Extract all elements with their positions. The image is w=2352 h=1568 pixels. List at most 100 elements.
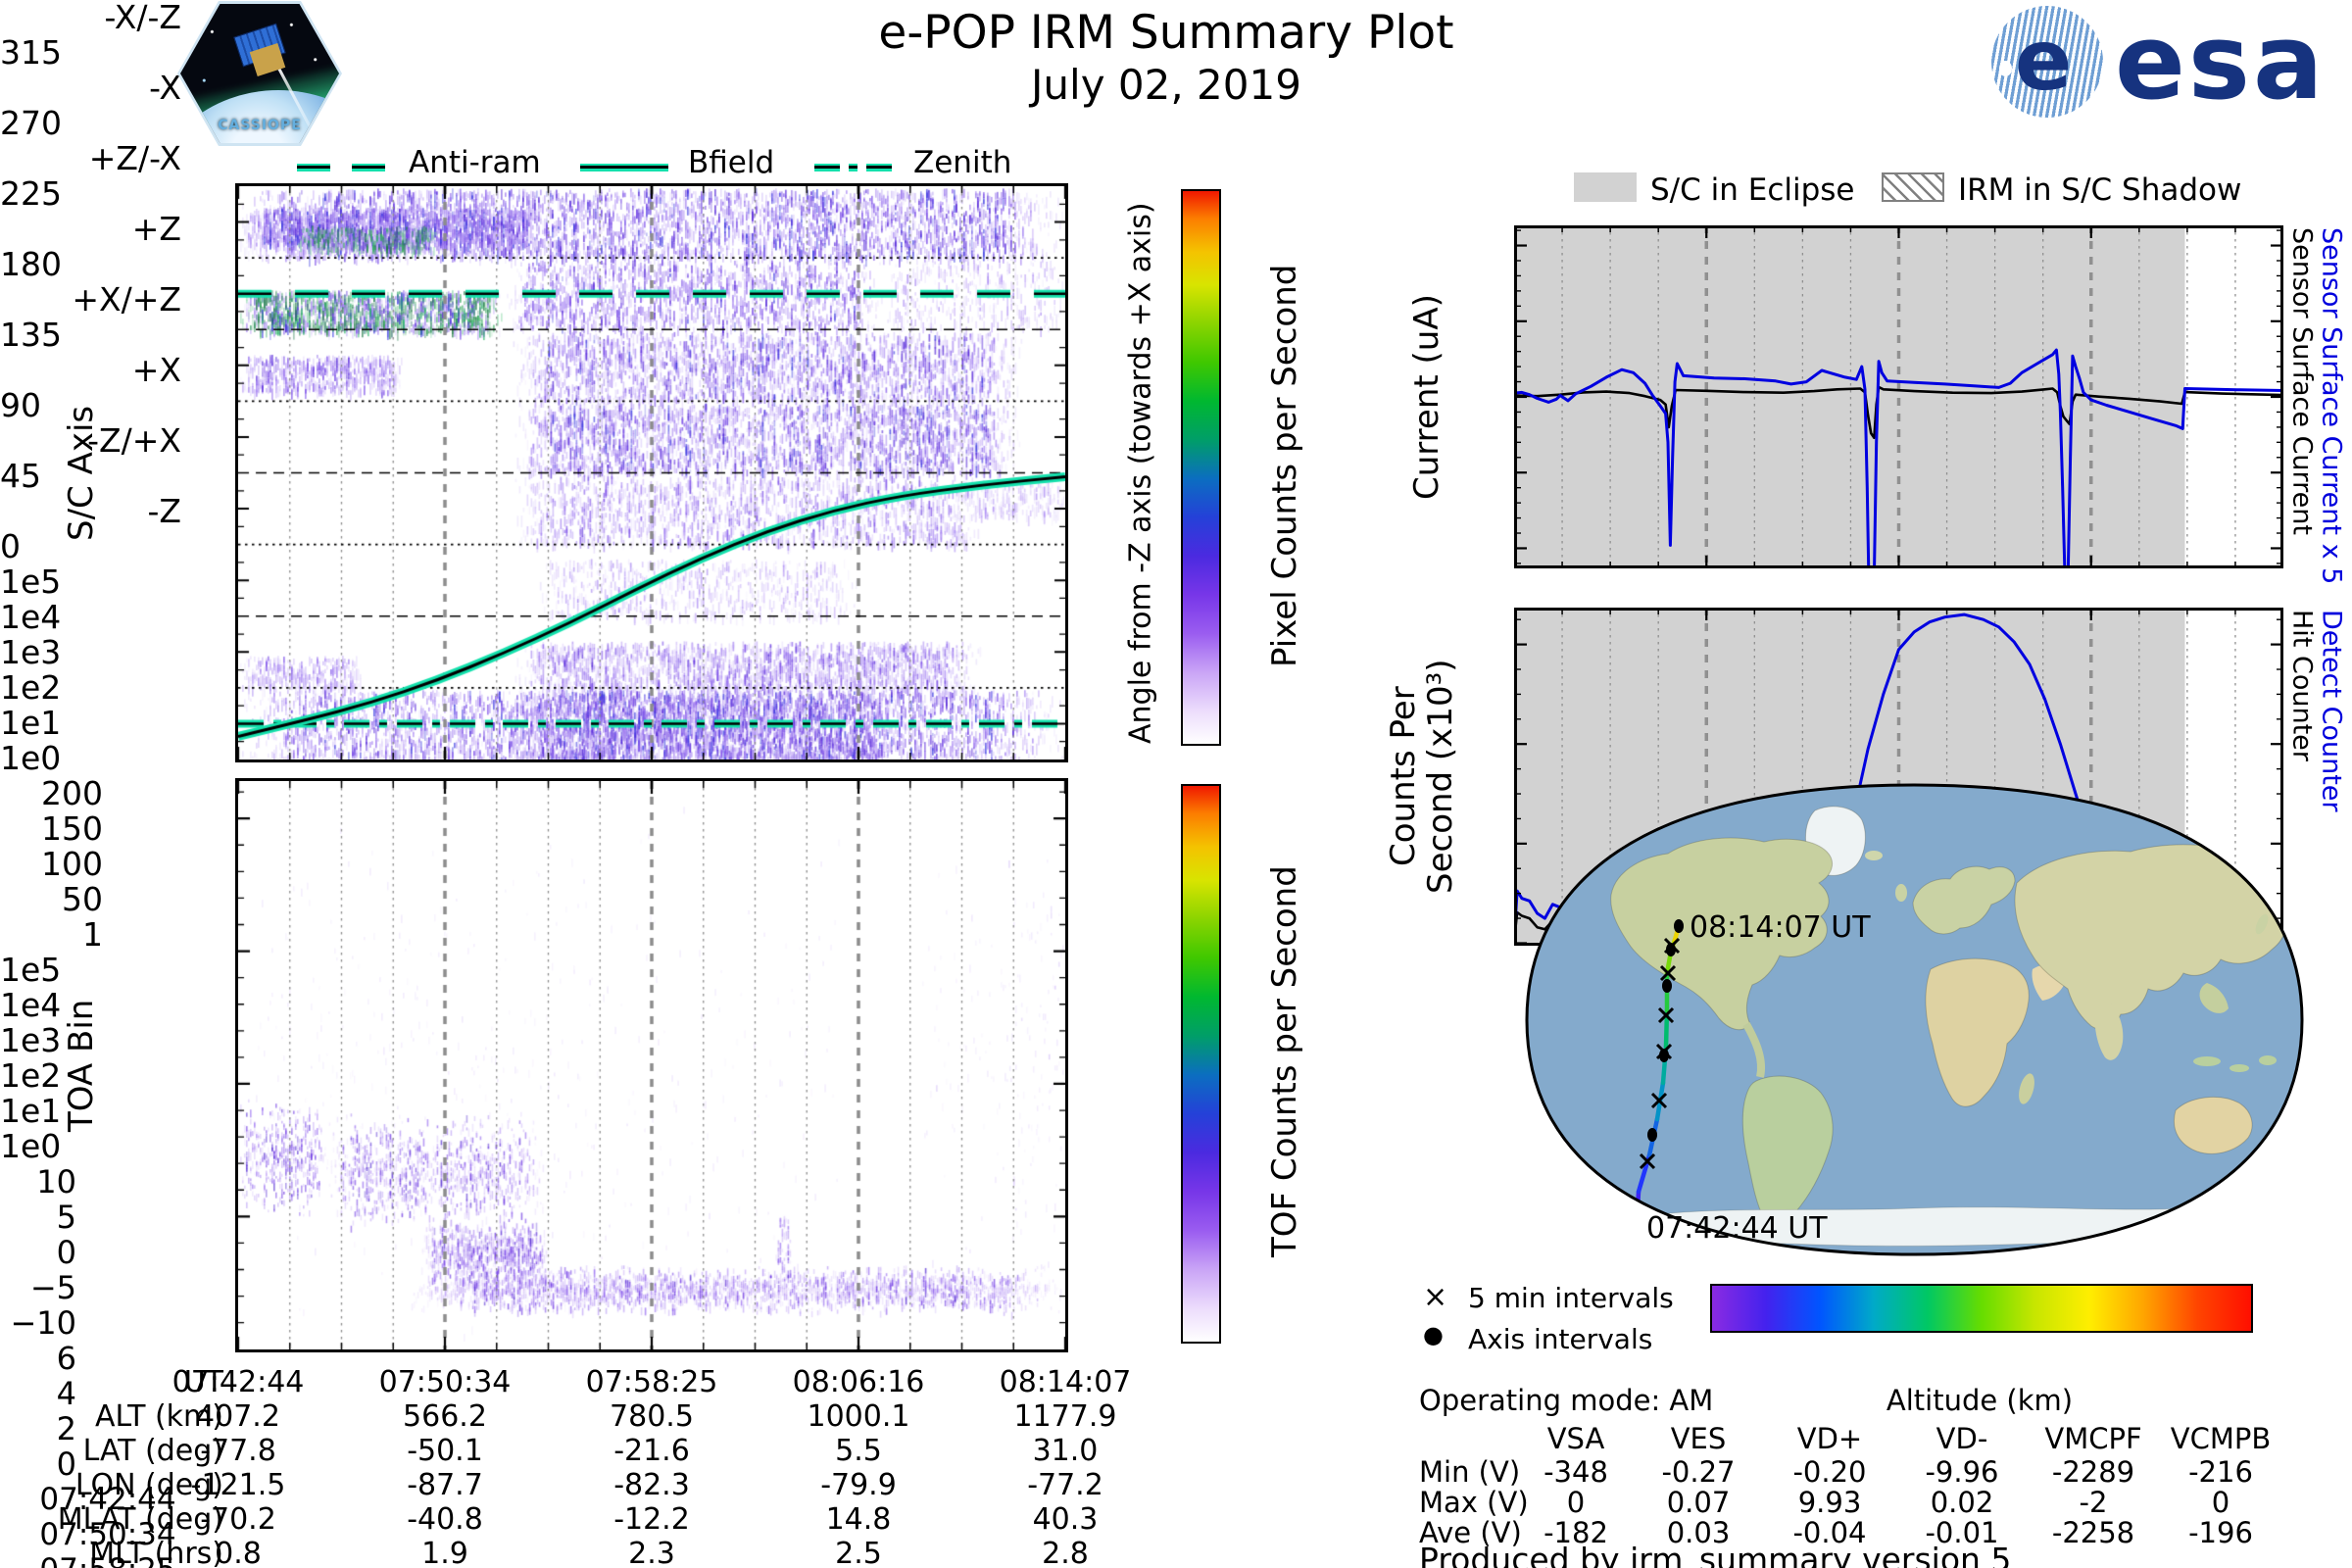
- toa-tick-label: 150: [41, 809, 103, 848]
- ephemeris-cell: 1.9: [421, 1537, 468, 1568]
- page-date: July 02, 2019: [1031, 61, 1301, 109]
- voltage-cell: 0: [2211, 1486, 2230, 1519]
- ephemeris-row-header: LAT (deg): [82, 1434, 223, 1468]
- hit-counter-label: Hit Counter: [2286, 610, 2318, 761]
- sc-axis-row-label: -Z/+X: [87, 421, 181, 460]
- voltage-col-header: VSA: [1546, 1422, 1605, 1455]
- pixel-counts-colorbar: [1181, 189, 1221, 746]
- ephemeris-cell: -40.8: [407, 1502, 483, 1537]
- ephemeris-cell: 2.3: [628, 1537, 675, 1568]
- voltage-cell: -2258: [2051, 1516, 2135, 1549]
- angle-axis-label: Angle from -Z axis (towards +X axis): [1123, 202, 1158, 744]
- tof-colorbar-tick: 1e4: [0, 986, 62, 1024]
- british-isles: [1895, 884, 1907, 902]
- pixel-counts-colorbar-label: Pixel Counts per Second: [1265, 264, 1304, 667]
- japan: [2255, 913, 2269, 935]
- ephemeris-cell: 1177.9: [1013, 1399, 1117, 1434]
- angle-tick-label: 270: [0, 104, 62, 142]
- voltage-col-header: VES: [1670, 1422, 1727, 1455]
- voltage-cell: 0.02: [1930, 1486, 1994, 1519]
- esa-wordmark: esa: [2115, 2, 2327, 122]
- counts-ytick-label: 2: [56, 1410, 76, 1447]
- five-min-marker-icon: ×: [1423, 1280, 1448, 1314]
- track-end-time-label: 08:14:07 UT: [1690, 910, 1871, 945]
- ephemeris-cell: 780.5: [610, 1399, 694, 1434]
- counts-ylabel-line1: Counts Per: [1384, 686, 1423, 867]
- angle-tick-label: 45: [0, 457, 41, 495]
- cassiope-label: CASSIOPE: [218, 118, 302, 133]
- voltage-cell: 9.93: [1797, 1486, 1862, 1519]
- voltage-cell: -182: [1544, 1516, 1608, 1549]
- ephemeris-cell: -79.9: [820, 1468, 897, 1502]
- voltage-row-label: Ave (V): [1419, 1516, 1522, 1549]
- sc-axis-spectrogram-canvas: [238, 186, 1065, 760]
- map-outline: [1525, 783, 2304, 1256]
- iceland: [1865, 851, 1883, 860]
- current-ytick-label: −10: [10, 1304, 76, 1342]
- sensor-surface-current-label: Sensor Surface Current: [2286, 227, 2318, 535]
- indonesia-2: [2230, 1064, 2249, 1072]
- ephemeris-cell: -77.8: [200, 1434, 276, 1468]
- zenith-line-sample: [814, 157, 892, 175]
- bfield-line-sample: [580, 157, 668, 175]
- tof-colorbar-tick: 1e2: [0, 1056, 62, 1095]
- pixel-colorbar-tick: 1e3: [0, 633, 62, 671]
- plot-frame: [1514, 225, 2283, 568]
- shadow-legend-label: IRM in S/C Shadow: [1958, 172, 2242, 208]
- current-ylabel: Current (uA): [1407, 294, 1446, 500]
- sensor-current-plot: [1514, 225, 2283, 568]
- angle-tick-label: 180: [0, 245, 62, 283]
- ephemeris-row-header: UT: [183, 1365, 223, 1399]
- voltage-cell: -0.04: [1792, 1516, 1867, 1549]
- toa-tick-label: 50: [62, 880, 103, 918]
- tof-colorbar-tick: 1e5: [0, 951, 62, 989]
- pixel-colorbar-tick: 1e1: [0, 704, 62, 742]
- esa-globe-icon: e: [1991, 6, 2103, 118]
- new-zealand-s: [2265, 1177, 2273, 1193]
- five-min-marker: [1657, 1006, 1675, 1024]
- tof-colorbar-tick: 1e3: [0, 1021, 62, 1059]
- counts-ytick-label: 6: [56, 1340, 76, 1377]
- voltage-cell: -196: [2188, 1516, 2253, 1549]
- north-america: [1610, 837, 1834, 1031]
- ephemeris-cell: -121.5: [190, 1468, 286, 1502]
- current-ytick-label: 0: [56, 1234, 76, 1271]
- tof-colorbar-tick: 1e0: [0, 1127, 62, 1165]
- voltage-cell: -0.20: [1792, 1455, 1867, 1489]
- sc-axis-row-label: +X: [131, 351, 181, 389]
- africa: [1925, 957, 2030, 1107]
- angle-tick-label: 90: [0, 386, 41, 424]
- toa-spectrogram-panel: [235, 778, 1068, 1352]
- central-america: [1742, 1022, 1765, 1078]
- time-tick-label: 07:42:44: [39, 1482, 176, 1517]
- axis-interval-marker: [1674, 919, 1684, 933]
- voltage-cell: -0.27: [1661, 1455, 1736, 1489]
- ephemeris-cell: 07:42:44: [172, 1365, 305, 1399]
- ephemeris-row-header: MLAT (deg): [57, 1502, 223, 1537]
- series-sensor-surface-current-x-5: [1514, 348, 2283, 568]
- page-title: e-POP IRM Summary Plot: [878, 6, 1454, 60]
- eclipse-swatch: [1574, 172, 1637, 202]
- world-map: 08:14:07 UT 07:42:44 UT: [1525, 783, 2304, 1256]
- time-tick-label: 07:58:25: [0, 1552, 216, 1568]
- toa-tick-label: 1: [82, 915, 103, 954]
- axis-interval-marker: [1647, 1128, 1657, 1142]
- ephemeris-cell: -12.2: [613, 1502, 690, 1537]
- ephemeris-cell: 0.8: [215, 1537, 262, 1568]
- five-min-marker: [1650, 1092, 1668, 1109]
- sc-axis-row-label: -X: [149, 69, 181, 107]
- detect-counter-label: Detect Counter: [2316, 610, 2347, 812]
- voltage-row-label: Min (V): [1419, 1455, 1521, 1489]
- ephemeris-cell: -21.6: [613, 1434, 690, 1468]
- tof-counts-colorbar: [1181, 784, 1221, 1344]
- sc-axis-spectrogram-panel: [235, 183, 1068, 762]
- voltage-cell: -9.96: [1925, 1455, 1999, 1489]
- eclipse-shading: [1514, 225, 2185, 568]
- esa-globe-dot: [1999, 61, 2012, 76]
- voltage-cell: -2: [2079, 1486, 2108, 1519]
- five-min-marker: [1659, 964, 1677, 982]
- counts-ytick-label: 0: [56, 1446, 76, 1483]
- track-segment: [1634, 1189, 1642, 1230]
- ephemeris-cell: -50.1: [407, 1434, 483, 1468]
